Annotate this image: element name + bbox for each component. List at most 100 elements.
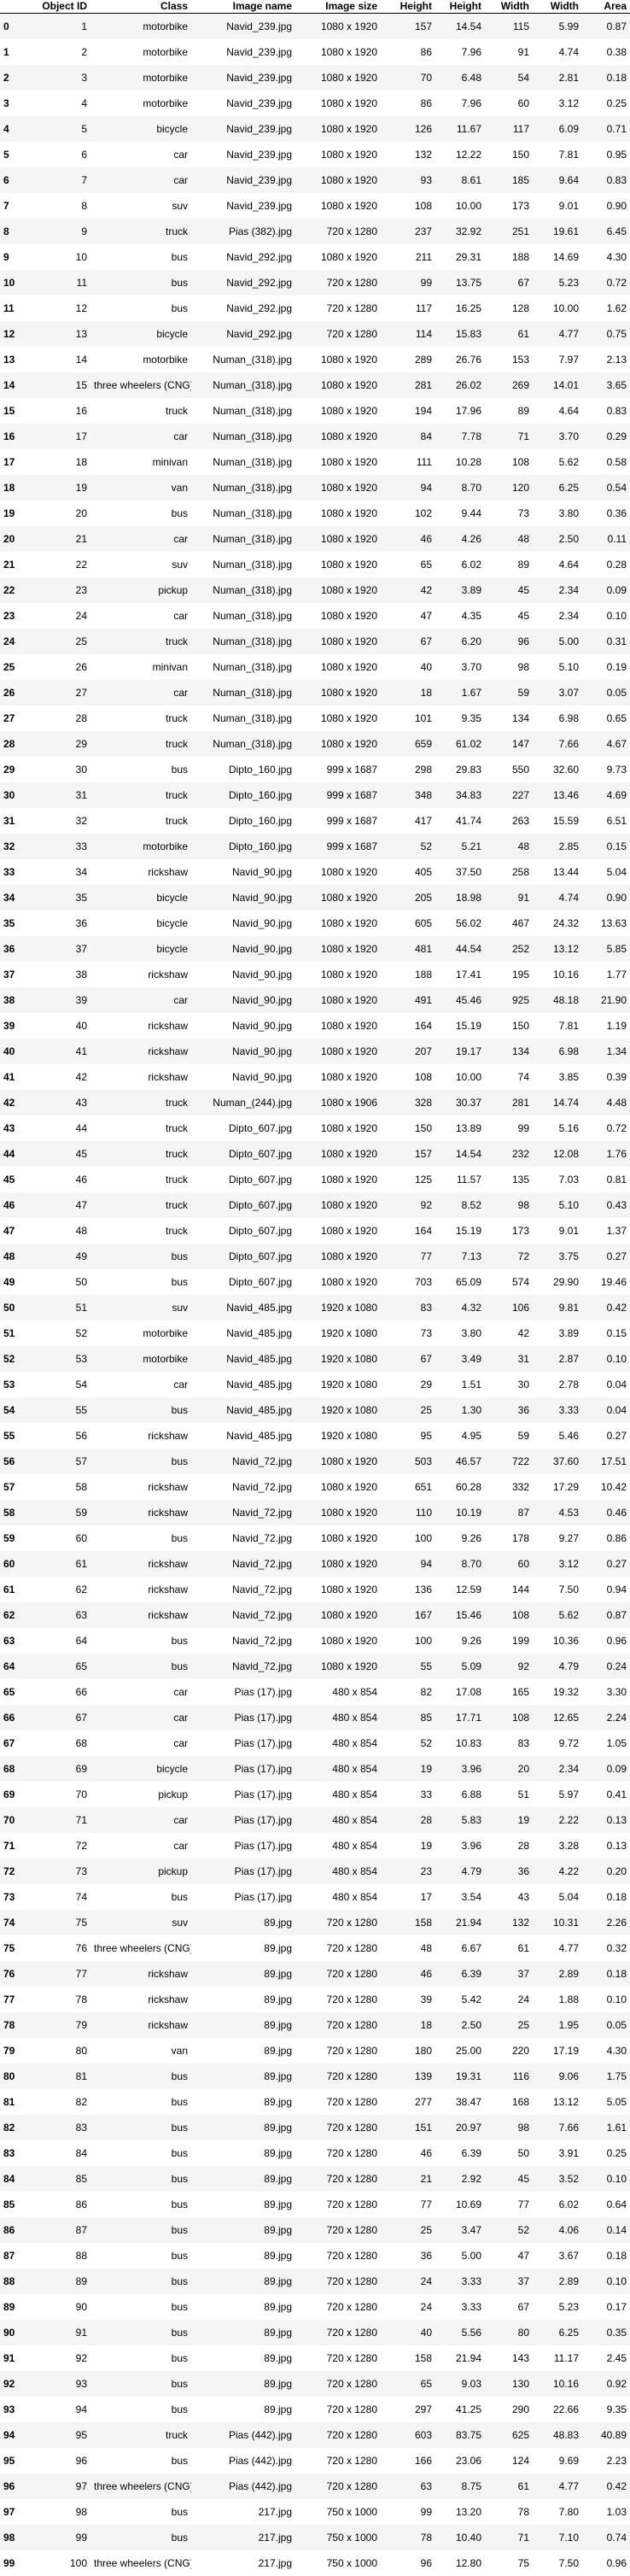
table-cell: 1080 x 1920 [295, 1244, 381, 1269]
table-cell: 89.jpg [191, 2371, 295, 2397]
table-cell: 85 [34, 2166, 90, 2192]
table-cell: 92 [381, 1192, 435, 1218]
table-cell: 39 [381, 1987, 435, 2012]
table-cell: Numan_(318).jpg [191, 475, 295, 501]
table-cell: 23.06 [435, 2448, 485, 2474]
table-cell: 60 [34, 1525, 90, 1551]
table-cell: 0.09 [582, 1756, 630, 1782]
table-cell: 720 x 1280 [295, 2115, 381, 2140]
table-cell: 0.72 [582, 1115, 630, 1141]
table-cell: 58 [34, 1474, 90, 1500]
table-cell: 1.34 [582, 1039, 630, 1064]
table-cell: Navid_72.jpg [191, 1577, 295, 1602]
table-cell: Numan_(318).jpg [191, 372, 295, 398]
row-index: 60 [0, 1551, 34, 1577]
table-cell: 217.jpg [191, 2499, 295, 2525]
table-cell: 89.jpg [191, 2217, 295, 2243]
table-cell: 74 [485, 1064, 533, 1090]
table-cell: 8.70 [435, 475, 485, 501]
table-cell: 2.22 [533, 1807, 582, 1833]
table-cell: 89 [485, 552, 533, 577]
table-cell: 108 [381, 1064, 435, 1090]
table-cell: 10.36 [533, 1628, 582, 1654]
table-cell: 217.jpg [191, 2550, 295, 2576]
table-cell: bicycle [90, 885, 191, 910]
table-cell: 89.jpg [191, 2397, 295, 2422]
table-cell: rickshaw [90, 1500, 191, 1525]
row-index: 7 [0, 193, 34, 219]
table-cell: 0.27 [582, 1244, 630, 1269]
table-cell: 1080 x 1920 [295, 1551, 381, 1577]
table-cell: 89.jpg [191, 1935, 295, 1961]
table-cell: Numan_(318).jpg [191, 603, 295, 629]
row-index: 86 [0, 2217, 34, 2243]
row-index: 6 [0, 167, 34, 193]
row-index: 54 [0, 1397, 34, 1423]
table-cell: 74 [34, 1884, 90, 1910]
table-cell: 1.62 [582, 296, 630, 321]
table-cell: 52 [381, 834, 435, 859]
table-cell: 9 [34, 219, 90, 244]
row-index: 73 [0, 1884, 34, 1910]
table-cell: bus [90, 757, 191, 782]
table-cell: truck [90, 1090, 191, 1115]
table-cell: 43 [485, 1884, 533, 1910]
table-cell: 16 [34, 398, 90, 424]
table-cell: Numan_(318).jpg [191, 347, 295, 372]
table-cell: 720 x 1280 [295, 1987, 381, 2012]
table-cell: 0.39 [582, 1064, 630, 1090]
row-index: 50 [0, 1295, 34, 1320]
table-cell: bus [90, 1628, 191, 1654]
row-index: 31 [0, 808, 34, 834]
table-cell: 1920 x 1080 [295, 1423, 381, 1449]
table-cell: three wheelers (CNG) [90, 2474, 191, 2499]
table-cell: 48 [485, 834, 533, 859]
table-cell: 0.38 [582, 39, 630, 65]
table-cell: 126 [381, 116, 435, 142]
table-cell: 164 [381, 1218, 435, 1244]
table-cell: 78 [34, 1987, 90, 2012]
table-cell: 64 [34, 1628, 90, 1654]
table-cell: bus [90, 1397, 191, 1423]
table-cell: 1 [34, 14, 90, 40]
table-cell: rickshaw [90, 1423, 191, 1449]
table-cell: 0.24 [582, 1654, 630, 1679]
table-cell: bus [90, 2448, 191, 2474]
table-cell: Navid_90.jpg [191, 936, 295, 962]
table-cell: 7 [34, 167, 90, 193]
table-cell: 211 [381, 244, 435, 270]
row-index: 75 [0, 1935, 34, 1961]
table-cell: 720 x 1280 [295, 2243, 381, 2269]
row-index: 48 [0, 1244, 34, 1269]
table-cell: 5 [34, 116, 90, 142]
table-cell: 4.30 [582, 2038, 630, 2064]
table-cell: 40 [34, 1013, 90, 1039]
table-cell: 2.34 [533, 577, 582, 603]
row-index: 79 [0, 2038, 34, 2064]
table-cell: 51 [34, 1295, 90, 1320]
row-index: 36 [0, 936, 34, 962]
row-index: 15 [0, 398, 34, 424]
table-cell: 0.18 [582, 2243, 630, 2269]
table-cell: bicycle [90, 321, 191, 347]
table-cell: 0.83 [582, 167, 630, 193]
table-cell: suv [90, 193, 191, 219]
table-cell: suv [90, 1295, 191, 1320]
table-cell: car [90, 526, 191, 552]
table-cell: bus [90, 2345, 191, 2371]
table-cell: 0.43 [582, 1192, 630, 1218]
table-cell: 150 [485, 1013, 533, 1039]
table-cell: 0.19 [582, 654, 630, 680]
table-cell: 7.50 [533, 1577, 582, 1602]
table-cell: truck [90, 219, 191, 244]
table-cell: 10.83 [435, 1730, 485, 1756]
table-cell: 480 x 854 [295, 1730, 381, 1756]
